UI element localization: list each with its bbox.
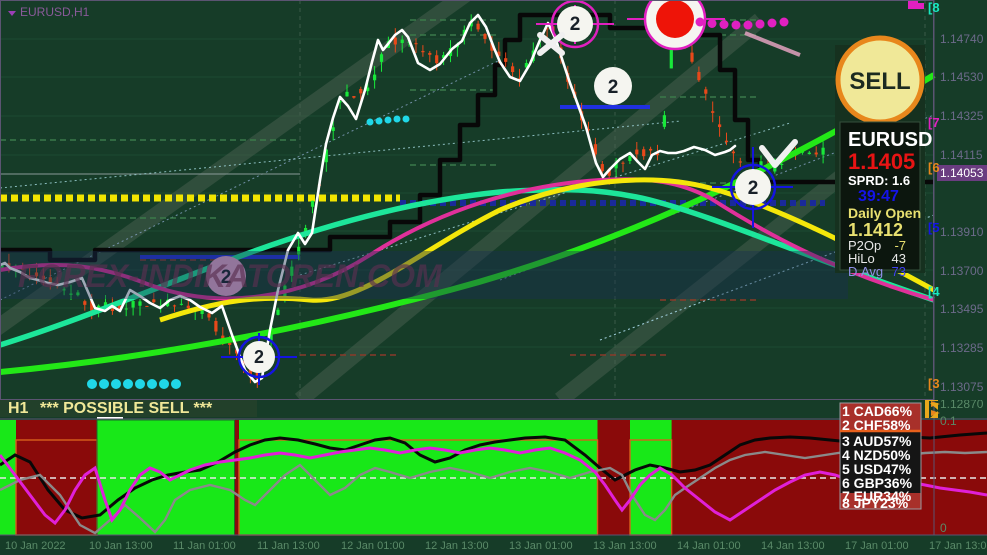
svg-text:1.13495: 1.13495 xyxy=(940,302,984,316)
svg-text:1.13700: 1.13700 xyxy=(940,264,984,278)
svg-text:FOREX-INDIKATOREN.COM: FOREX-INDIKATOREN.COM xyxy=(18,258,443,294)
svg-text:14 Jan 01:00: 14 Jan 01:00 xyxy=(677,540,741,552)
svg-text:12 Jan 01:00: 12 Jan 01:00 xyxy=(341,540,405,552)
svg-text:2: 2 xyxy=(748,178,759,199)
svg-text:EURUSD: EURUSD xyxy=(848,129,932,151)
svg-text:11 Jan 13:00: 11 Jan 13:00 xyxy=(257,540,320,552)
svg-text:0: 0 xyxy=(940,521,947,535)
svg-text:[7: [7 xyxy=(928,115,940,130)
svg-text:1.14115: 1.14115 xyxy=(940,148,983,162)
svg-text:10 Jan 2022: 10 Jan 2022 xyxy=(5,540,66,552)
svg-text:[5: [5 xyxy=(928,220,940,235)
svg-text:1.12870: 1.12870 xyxy=(940,400,984,411)
svg-text:12 Jan 13:00: 12 Jan 13:00 xyxy=(425,540,489,552)
svg-text:1.13285: 1.13285 xyxy=(940,341,984,355)
svg-text:1.13910: 1.13910 xyxy=(940,225,984,239)
svg-text:0.1: 0.1 xyxy=(940,414,957,428)
svg-text:SELL: SELL xyxy=(849,68,910,95)
svg-text:13 Jan 13:00: 13 Jan 13:00 xyxy=(593,540,657,552)
svg-text:8 JPY23%: 8 JPY23% xyxy=(842,495,909,511)
svg-text:1.14325: 1.14325 xyxy=(940,109,984,123)
svg-text:1.14740: 1.14740 xyxy=(940,32,984,46)
svg-text:11 Jan 01:00: 11 Jan 01:00 xyxy=(173,540,236,552)
svg-text:H1: H1 xyxy=(8,400,29,417)
svg-text:[3: [3 xyxy=(928,376,940,391)
svg-text:10 Jan 13:00: 10 Jan 13:00 xyxy=(89,540,153,552)
svg-text:[6: [6 xyxy=(928,160,940,175)
svg-text:13 Jan 01:00: 13 Jan 01:00 xyxy=(509,540,573,552)
svg-text:2: 2 xyxy=(608,77,619,98)
svg-text:2: 2 xyxy=(254,347,264,367)
svg-text:SPRD: 1.6: SPRD: 1.6 xyxy=(848,173,910,188)
svg-text:[4: [4 xyxy=(928,284,940,299)
svg-text:2: 2 xyxy=(570,14,581,35)
svg-text:[8: [8 xyxy=(928,0,940,15)
svg-text:17 Jan 13:00: 17 Jan 13:00 xyxy=(929,540,987,552)
svg-text:14 Jan 13:00: 14 Jan 13:00 xyxy=(761,540,825,552)
svg-text:73: 73 xyxy=(892,264,906,279)
svg-text:D.Avg: D.Avg xyxy=(848,264,883,279)
svg-text:Daily Open: Daily Open xyxy=(848,205,921,221)
svg-text:1.13075: 1.13075 xyxy=(940,380,984,394)
svg-text:1.1412: 1.1412 xyxy=(848,220,903,240)
svg-text:*** POSSIBLE SELL ***: *** POSSIBLE SELL *** xyxy=(40,400,213,417)
svg-text:1.14053: 1.14053 xyxy=(940,166,984,180)
svg-text:1.14530: 1.14530 xyxy=(940,70,984,84)
svg-text:17 Jan 01:00: 17 Jan 01:00 xyxy=(845,540,909,552)
svg-text:2 CHF58%: 2 CHF58% xyxy=(842,417,911,433)
svg-text:1.1405: 1.1405 xyxy=(848,149,915,174)
svg-text:39:47: 39:47 xyxy=(858,188,899,205)
svg-text:EURUSD,H1: EURUSD,H1 xyxy=(20,5,90,19)
